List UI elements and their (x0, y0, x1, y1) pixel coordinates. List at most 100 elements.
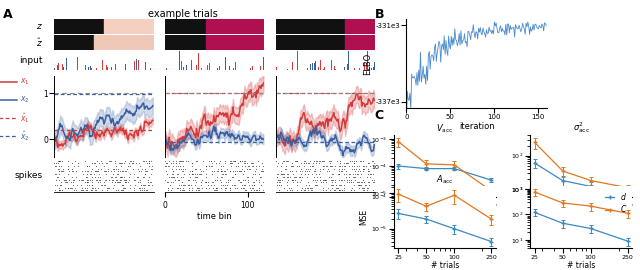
Point (228, 175, 238, 179)
Point (333, 185, 343, 190)
Point (83, 169, 93, 174)
Point (67, 169, 77, 174)
Point (139, 175, 149, 179)
Point (212, 185, 222, 190)
Point (172, 175, 182, 179)
Point (331, 185, 341, 190)
Point (177, 180, 187, 184)
Bar (164, 65, 166, 70)
Point (190, 175, 200, 179)
Point (327, 185, 337, 190)
Point (109, 161, 120, 166)
Point (369, 177, 380, 182)
Point (337, 188, 347, 193)
Point (172, 185, 182, 190)
Point (102, 161, 113, 166)
Point (125, 164, 136, 168)
Point (348, 180, 358, 184)
Point (80, 169, 90, 174)
Bar (106, 65, 107, 70)
Point (240, 164, 250, 168)
Point (322, 169, 332, 174)
Text: spikes: spikes (14, 171, 42, 180)
Point (177, 180, 188, 184)
Point (83, 175, 93, 179)
Point (120, 180, 131, 184)
Point (285, 175, 295, 179)
Point (233, 164, 243, 168)
Point (222, 183, 232, 187)
Point (223, 177, 233, 182)
Point (209, 169, 219, 174)
Point (276, 177, 287, 182)
Point (81, 180, 92, 184)
Point (112, 180, 122, 184)
Point (346, 188, 356, 193)
Point (347, 164, 357, 168)
Point (279, 158, 289, 163)
Point (61, 180, 71, 184)
Point (226, 161, 236, 166)
Point (146, 180, 156, 184)
Bar (368, 69, 369, 70)
Point (355, 158, 365, 163)
Point (220, 183, 230, 187)
Bar (334, 66, 335, 70)
Point (119, 185, 129, 190)
Point (218, 164, 228, 168)
Point (330, 177, 340, 182)
Point (251, 177, 261, 182)
Point (115, 188, 125, 193)
Point (142, 188, 152, 193)
Point (92, 158, 102, 163)
Point (51, 172, 61, 176)
Point (345, 158, 355, 163)
Point (69, 164, 79, 168)
Point (166, 175, 177, 179)
Point (193, 188, 204, 193)
Point (337, 169, 347, 174)
Point (301, 183, 311, 187)
Point (365, 175, 375, 179)
Point (53, 167, 63, 171)
Point (166, 188, 176, 193)
Point (279, 185, 289, 190)
Point (328, 177, 338, 182)
Point (331, 183, 341, 187)
Point (305, 158, 315, 163)
Point (339, 161, 349, 166)
Point (86, 169, 96, 174)
Point (344, 175, 354, 179)
Point (337, 164, 347, 168)
Point (369, 161, 380, 166)
Point (166, 185, 177, 190)
Point (333, 177, 344, 182)
Point (177, 188, 187, 193)
Point (191, 175, 201, 179)
Point (347, 185, 357, 190)
Point (52, 183, 62, 187)
Point (87, 180, 97, 184)
Point (184, 188, 194, 193)
Point (179, 172, 189, 176)
Point (193, 185, 204, 190)
Point (73, 164, 83, 168)
Point (236, 180, 246, 184)
Point (225, 188, 235, 193)
Point (66, 185, 76, 190)
Point (341, 161, 351, 166)
Point (95, 180, 105, 184)
Point (353, 172, 363, 176)
Point (140, 183, 150, 187)
Point (51, 161, 61, 166)
Point (353, 167, 364, 171)
Point (359, 185, 369, 190)
Point (359, 164, 369, 168)
Point (351, 158, 361, 163)
Point (305, 167, 315, 171)
Point (86, 175, 97, 179)
Point (205, 158, 216, 163)
Point (186, 185, 196, 190)
Point (342, 180, 352, 184)
Bar (297, 44, 298, 70)
